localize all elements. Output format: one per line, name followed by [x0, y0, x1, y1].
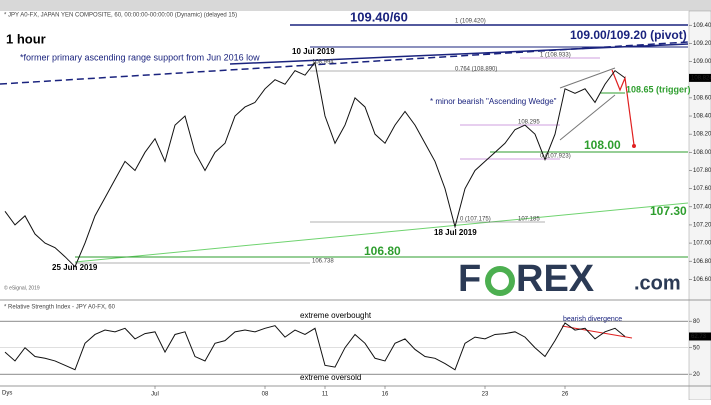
level-label: 109.00/109.20 (pivot) — [570, 28, 687, 42]
y-tick-label: 107.400 — [693, 204, 711, 210]
y-tick-label: 108.000 — [693, 150, 711, 156]
level-label: 108.00 — [584, 138, 621, 152]
date-label: 18 Jul 2019 — [434, 228, 477, 237]
fib-label: 106.738 — [312, 259, 334, 265]
date-label: 10 Jul 2019 — [292, 47, 335, 56]
fib-label: 0 (107.175) — [460, 217, 491, 223]
y-tick-label: 50 — [693, 345, 700, 351]
trend-line — [229, 43, 689, 65]
level-label: 108.65 (trigger) — [626, 84, 691, 94]
y-tick-label: 106.800 — [693, 259, 711, 265]
y-tick-label: 109.400 — [693, 23, 711, 29]
logo-text: .com — [634, 272, 681, 294]
y-tick-label: 108.200 — [693, 132, 711, 138]
copyright: © eSignal, 2019 — [4, 284, 40, 291]
logo-text: REX — [516, 258, 595, 300]
x-tick-label: 26 — [562, 392, 569, 398]
y-tick-label: 109.000 — [693, 59, 711, 65]
fib-label: 0.764 (108.890) — [455, 67, 497, 73]
level-label: 107.30 — [650, 204, 687, 218]
price-line — [4, 61, 626, 268]
y-tick-label: 107.800 — [693, 168, 711, 174]
x-tick-label: 11 — [322, 392, 329, 398]
y-tick-label: 20 — [693, 372, 700, 378]
last-value-label: 62.73 — [691, 334, 707, 340]
y-tick-label: 108.400 — [693, 114, 711, 120]
wedge-line — [559, 94, 616, 141]
rsi-annotation: extreme oversold — [300, 373, 361, 382]
rsi-annotation: extreme overbought — [300, 311, 372, 320]
y-tick-label: 107.600 — [693, 186, 711, 192]
note: *former primary ascending range support … — [20, 52, 260, 62]
y-tick-label: 109.200 — [693, 41, 711, 47]
fib-label: 0 (107.923) — [540, 154, 571, 160]
rsi-annotation: bearish divergence — [563, 316, 622, 323]
fib-label: 1 (109.420) — [455, 19, 486, 25]
x-axis-unit: Dys — [2, 391, 12, 397]
price-line — [4, 322, 626, 371]
fib-label: 1 (108.933) — [540, 53, 571, 59]
x-tick-label: 16 — [382, 392, 389, 398]
x-tick-label: Jul — [151, 392, 159, 398]
date-label: 25 Jun 2019 — [52, 263, 98, 272]
y-tick-label: 107.200 — [693, 223, 711, 229]
logo: F REX .com — [458, 258, 681, 300]
logo-text: F — [458, 258, 481, 300]
x-tick-label: 08 — [262, 392, 269, 398]
projection-arrow — [611, 69, 635, 146]
y-tick-label: 108.600 — [693, 95, 711, 101]
level-label: 106.80 — [364, 244, 401, 258]
level-label: 109.40/60 — [350, 9, 408, 24]
fib-label: 107.185 — [518, 217, 540, 223]
x-tick-label: 23 — [482, 392, 489, 398]
support-line — [74, 202, 689, 263]
divergence-line — [561, 325, 633, 339]
y-tick-label: 80 — [693, 319, 700, 325]
projection-point — [632, 144, 636, 148]
y-tick-label: 107.000 — [693, 241, 711, 247]
panel-title: * Relative Strength Index - JPY A0-FX, 6… — [4, 305, 116, 311]
fib-label: 108.295 — [518, 120, 540, 126]
header: * JPY A0-FX, JAPAN YEN COMPOSITE, 60, 00… — [4, 13, 237, 19]
last-value-tag — [689, 332, 711, 341]
y-tick-label: 106.600 — [693, 277, 711, 283]
note: * minor bearish "Ascending Wedge" — [430, 97, 557, 106]
logo-coin — [491, 272, 509, 290]
last-value-label: 108.824 — [691, 75, 711, 81]
wedge-line — [559, 67, 616, 89]
timeframe: 1 hour — [6, 31, 46, 46]
toolbar — [0, 0, 711, 11]
last-value-tag — [689, 73, 711, 82]
value-label: 108.994 — [312, 60, 334, 66]
